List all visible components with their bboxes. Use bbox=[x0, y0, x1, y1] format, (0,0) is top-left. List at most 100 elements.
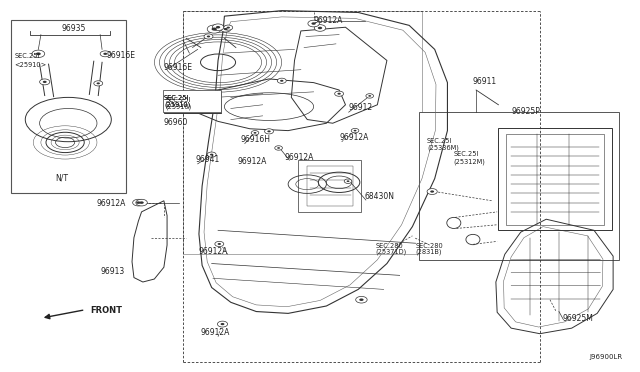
Text: 96912A: 96912A bbox=[237, 157, 266, 166]
Bar bbox=[298, 160, 362, 212]
Circle shape bbox=[32, 50, 45, 58]
Circle shape bbox=[318, 27, 322, 29]
Text: J96900LR: J96900LR bbox=[589, 354, 623, 360]
Circle shape bbox=[314, 25, 326, 31]
Text: SEC.25l: SEC.25l bbox=[14, 52, 40, 59]
Text: 96911: 96911 bbox=[473, 77, 497, 86]
Circle shape bbox=[221, 26, 231, 32]
Text: SEC.280: SEC.280 bbox=[415, 243, 444, 249]
Circle shape bbox=[277, 147, 280, 149]
Circle shape bbox=[280, 80, 284, 82]
Circle shape bbox=[312, 22, 316, 25]
Circle shape bbox=[337, 93, 341, 95]
Circle shape bbox=[136, 201, 141, 204]
Bar bbox=[164, 91, 221, 113]
Text: 68430N: 68430N bbox=[365, 192, 395, 201]
Circle shape bbox=[221, 323, 225, 325]
Circle shape bbox=[427, 189, 437, 195]
Circle shape bbox=[430, 190, 434, 193]
Circle shape bbox=[140, 201, 144, 204]
Text: (25312M): (25312M) bbox=[454, 158, 486, 164]
Circle shape bbox=[268, 130, 271, 132]
Circle shape bbox=[224, 28, 228, 30]
Text: 96912A: 96912A bbox=[199, 247, 228, 256]
Text: 96912A: 96912A bbox=[314, 16, 343, 25]
Text: N/T: N/T bbox=[56, 173, 68, 182]
Text: SEC.25l: SEC.25l bbox=[454, 151, 479, 157]
Text: 96912A: 96912A bbox=[97, 199, 126, 208]
Circle shape bbox=[207, 25, 221, 33]
Circle shape bbox=[100, 51, 110, 57]
Text: 96960: 96960 bbox=[164, 118, 188, 127]
Text: (25336M): (25336M) bbox=[427, 144, 459, 151]
Bar bbox=[307, 166, 353, 206]
Text: (25910): (25910) bbox=[164, 102, 190, 109]
Circle shape bbox=[224, 25, 233, 30]
Circle shape bbox=[207, 152, 216, 157]
Bar bbox=[183, 11, 422, 254]
Circle shape bbox=[218, 243, 221, 245]
Text: 96912A: 96912A bbox=[339, 133, 369, 142]
Text: SEC.25l: SEC.25l bbox=[164, 95, 189, 101]
Circle shape bbox=[277, 78, 286, 83]
Circle shape bbox=[40, 79, 50, 85]
Circle shape bbox=[264, 129, 273, 134]
Text: 96916E: 96916E bbox=[106, 51, 136, 61]
Circle shape bbox=[347, 180, 349, 182]
Text: 96935: 96935 bbox=[62, 24, 86, 33]
Circle shape bbox=[207, 35, 210, 38]
Circle shape bbox=[36, 52, 41, 55]
Circle shape bbox=[204, 34, 213, 39]
Text: 96925P: 96925P bbox=[511, 107, 540, 116]
Text: 96912: 96912 bbox=[349, 103, 372, 112]
Circle shape bbox=[356, 296, 367, 303]
Bar bbox=[11, 20, 125, 193]
Text: 96925M: 96925M bbox=[562, 314, 593, 323]
Circle shape bbox=[359, 298, 364, 301]
Circle shape bbox=[94, 81, 102, 86]
Circle shape bbox=[97, 82, 100, 84]
Circle shape bbox=[227, 27, 230, 29]
Text: (2831B): (2831B) bbox=[415, 249, 442, 256]
Text: 96916H: 96916H bbox=[241, 135, 270, 144]
Circle shape bbox=[344, 179, 352, 183]
Text: SEC.25l: SEC.25l bbox=[166, 97, 191, 103]
Circle shape bbox=[368, 95, 371, 97]
Text: (25910): (25910) bbox=[166, 103, 192, 110]
Bar bbox=[163, 90, 221, 112]
Circle shape bbox=[103, 53, 107, 55]
Text: SEC.280: SEC.280 bbox=[376, 243, 403, 249]
Circle shape bbox=[218, 321, 228, 327]
Circle shape bbox=[275, 146, 282, 150]
Bar bbox=[499, 128, 612, 230]
Text: SEC.25l: SEC.25l bbox=[164, 95, 189, 101]
Circle shape bbox=[212, 28, 217, 31]
Text: (25910): (25910) bbox=[164, 102, 190, 109]
Text: (25371D): (25371D) bbox=[376, 249, 406, 256]
Circle shape bbox=[212, 24, 224, 31]
Circle shape bbox=[132, 199, 144, 206]
Text: 96916E: 96916E bbox=[164, 62, 193, 71]
Text: 96941: 96941 bbox=[196, 155, 220, 164]
Text: 96912A: 96912A bbox=[285, 153, 314, 162]
Circle shape bbox=[308, 20, 319, 27]
Bar bbox=[506, 134, 604, 225]
Bar bbox=[419, 112, 620, 260]
Text: <25910>: <25910> bbox=[14, 62, 46, 68]
Circle shape bbox=[136, 199, 147, 206]
Circle shape bbox=[253, 132, 257, 134]
Text: 96913: 96913 bbox=[100, 267, 124, 276]
Circle shape bbox=[366, 94, 374, 98]
Circle shape bbox=[216, 26, 220, 29]
Circle shape bbox=[335, 91, 344, 96]
Circle shape bbox=[351, 128, 359, 133]
Text: FRONT: FRONT bbox=[91, 306, 123, 315]
Circle shape bbox=[215, 241, 224, 247]
Text: 96912A: 96912A bbox=[200, 328, 230, 337]
Circle shape bbox=[201, 106, 210, 111]
Circle shape bbox=[353, 130, 356, 131]
Circle shape bbox=[204, 108, 207, 109]
Circle shape bbox=[251, 131, 259, 135]
Circle shape bbox=[210, 154, 213, 155]
Circle shape bbox=[43, 81, 47, 83]
